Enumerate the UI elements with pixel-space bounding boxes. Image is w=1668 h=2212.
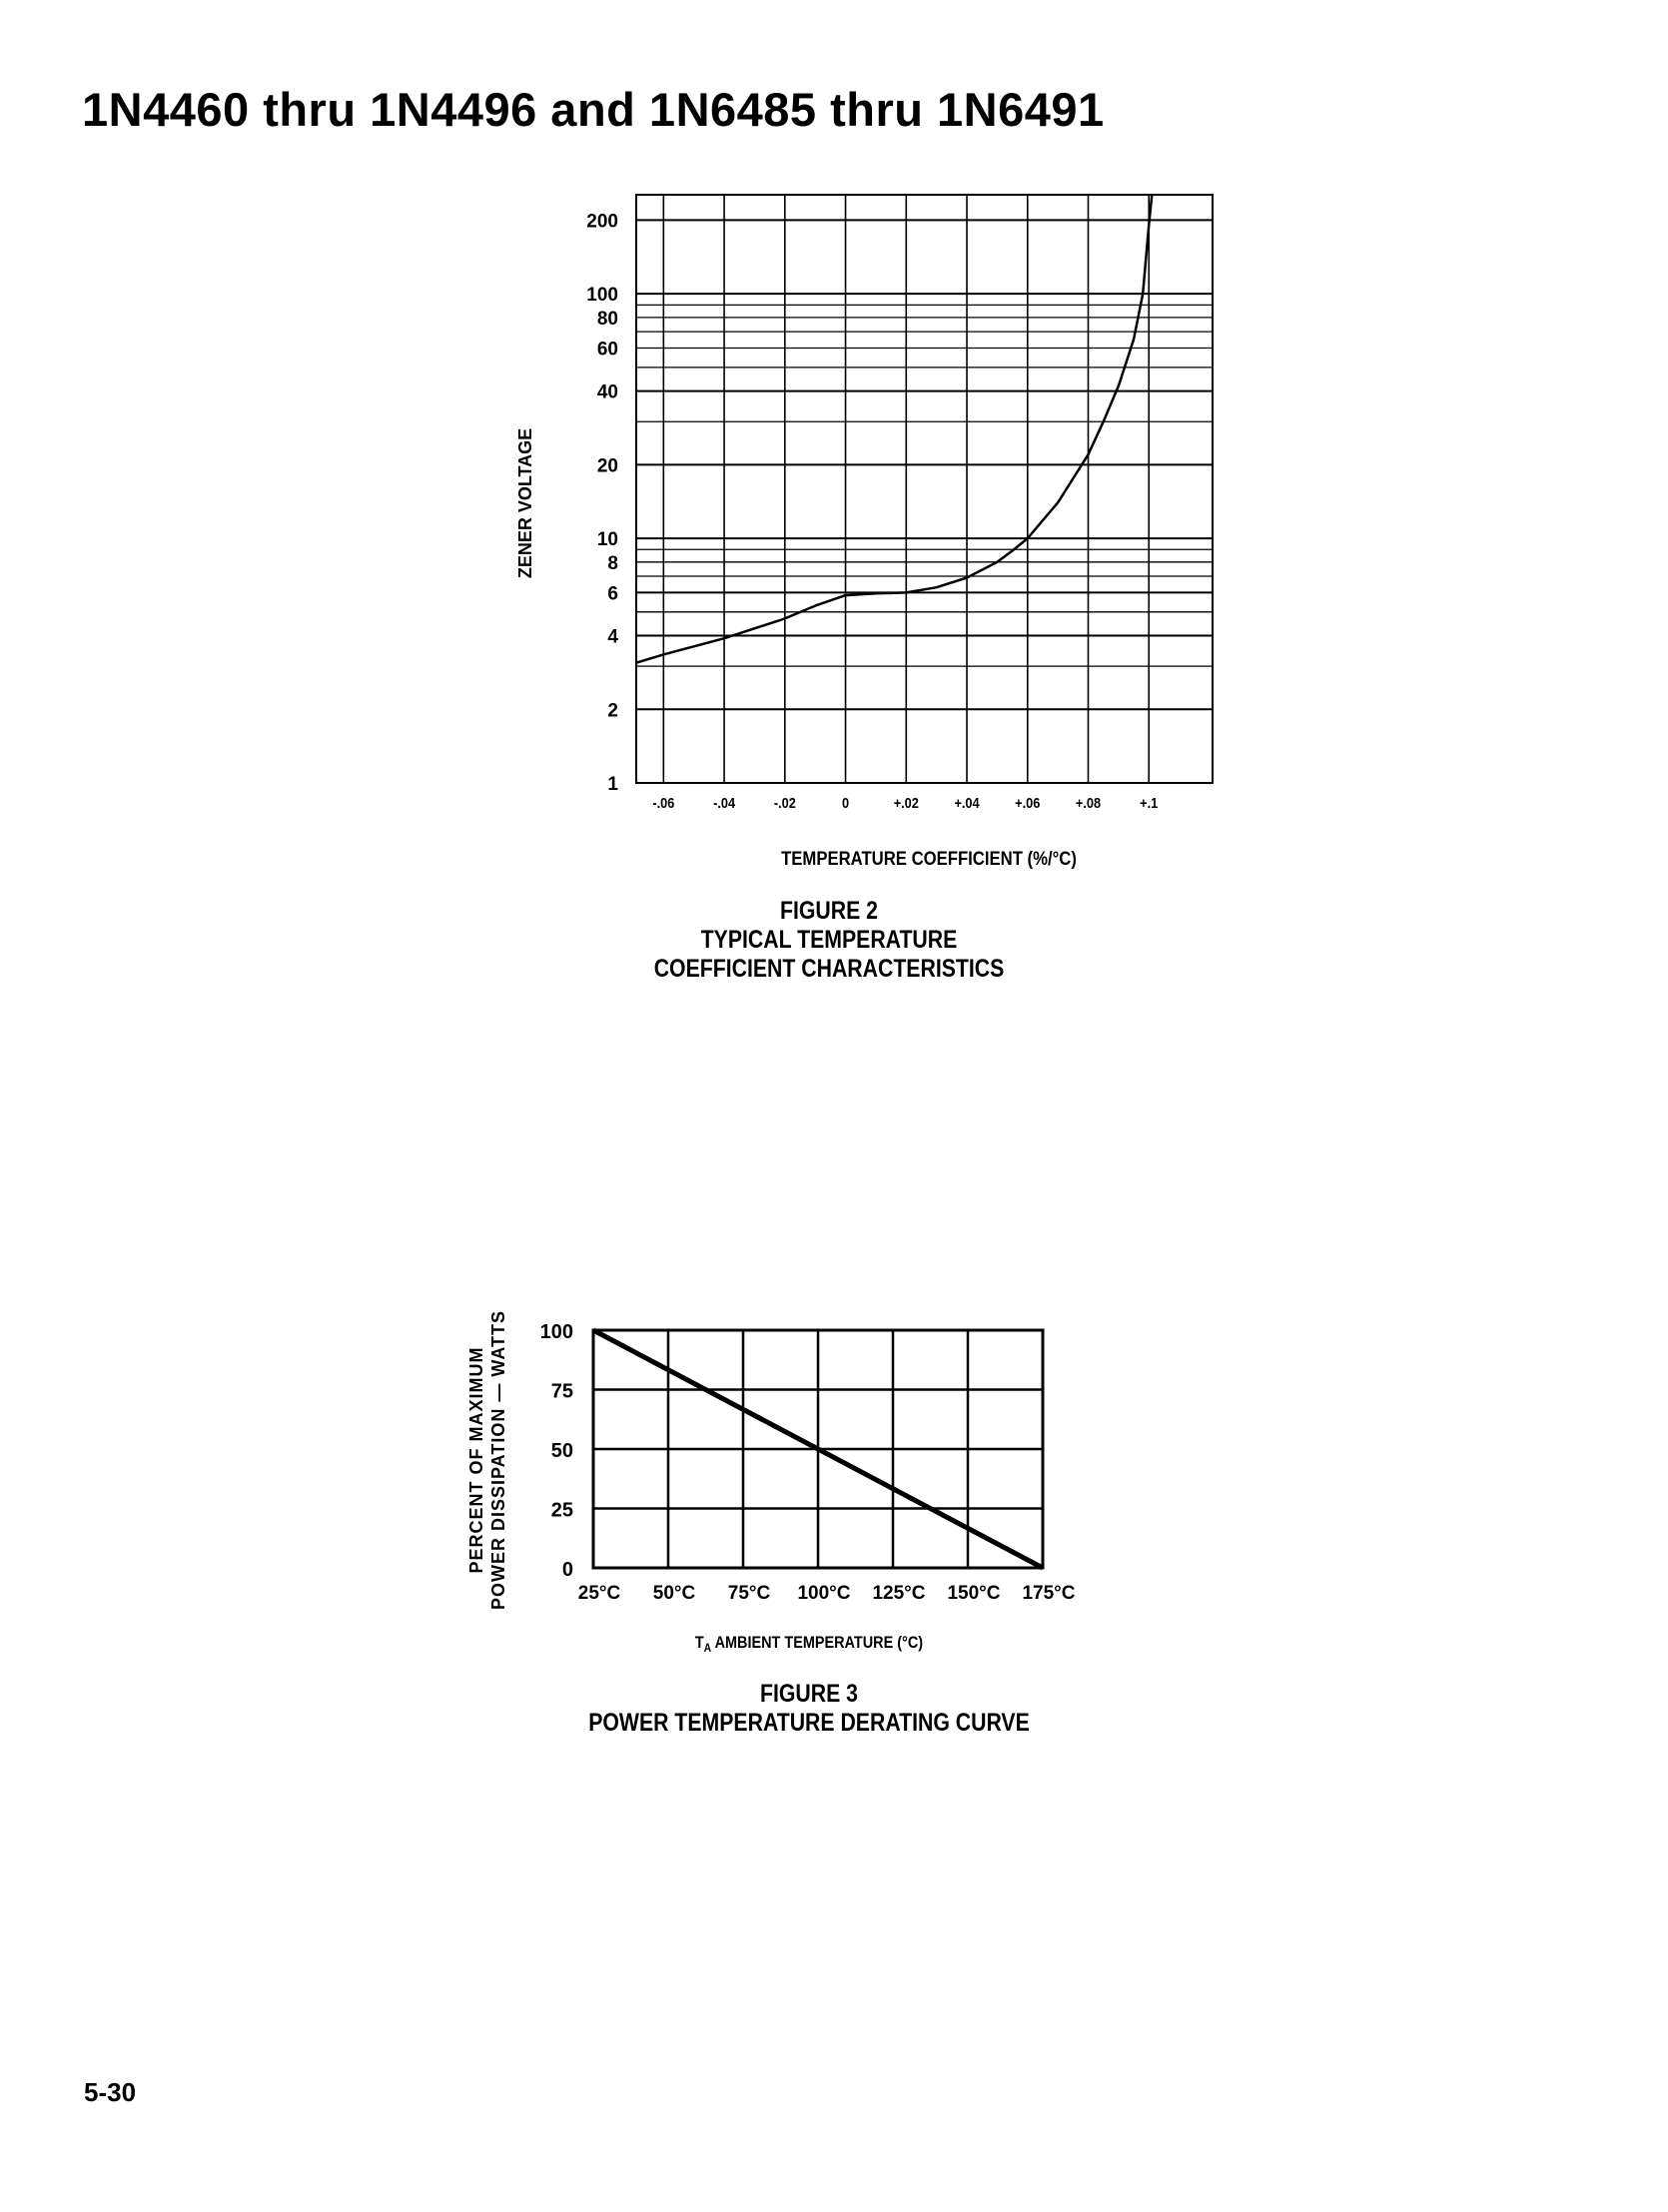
fig2-y-tick-label: 20 <box>597 455 618 476</box>
fig2-y-axis-label: ZENER VOLTAGE <box>515 428 535 578</box>
fig3-y-tick-label: 75 <box>551 1381 573 1403</box>
fig3-x-tick-label: 175°C <box>1022 1583 1075 1604</box>
fig2-y-tick-label: 8 <box>607 553 618 574</box>
fig2-y-tick-label: 60 <box>597 339 618 360</box>
fig3-x-axis-label-text: AMBIENT TEMPERATURE (°C) <box>711 1634 923 1652</box>
figure-2-caption-line-1: TYPICAL TEMPERATURE <box>700 926 958 954</box>
fig3-y-tick-label: 50 <box>551 1440 573 1462</box>
fig2-y-tick-label: 6 <box>607 583 618 604</box>
fig2-y-tick-label: 80 <box>597 309 618 330</box>
fig2-y-tick-label: 1 <box>607 774 618 795</box>
fig2-y-tick-label: 2 <box>607 700 618 721</box>
fig2-y-tick-label: 4 <box>607 627 618 648</box>
fig3-x-axis-label: TA AMBIENT TEMPERATURE (°C) <box>695 1634 923 1655</box>
fig2-plot-frame <box>635 194 1214 784</box>
figure-2-caption: FIGURE 2 TYPICAL TEMPERATURE COEFFICIENT… <box>617 897 1042 984</box>
fig3-x-tick-label: 25°C <box>578 1583 621 1604</box>
fig3-x-tick-label: 50°C <box>653 1583 696 1604</box>
fig2-x-tick-label: +.06 <box>1015 794 1040 811</box>
page-title: 1N4460 thru 1N4496 and 1N6485 thru 1N649… <box>82 83 1105 136</box>
figure-3-label: FIGURE 3 <box>759 1680 858 1708</box>
fig2-x-tick-label: +.04 <box>954 794 979 811</box>
fig3-y-tick-label: 100 <box>540 1321 573 1343</box>
figure-3-caption: FIGURE 3 POWER TEMPERATURE DERATING CURV… <box>563 1680 1056 1738</box>
fig3-x-tick-label: 125°C <box>872 1583 925 1604</box>
fig2-y-tick-label: 100 <box>586 285 618 306</box>
figure-2-caption-line-2: COEFFICIENT CHARACTERISTICS <box>653 955 1005 983</box>
figure-3-caption-line-1: POWER TEMPERATURE DERATING CURVE <box>588 1709 1030 1737</box>
fig3-y-tick-label: 0 <box>562 1559 573 1581</box>
fig3-y-tick-label: 25 <box>551 1500 573 1522</box>
fig2-y-tick-label: 200 <box>586 211 618 232</box>
fig3-plot-frame <box>591 1328 1045 1570</box>
fig2-series-line <box>635 194 1154 664</box>
fig3-x-tick-label: 75°C <box>728 1583 771 1604</box>
fig3-y-axis-label-line-2: POWER DISSIPATION — WATTS <box>488 1310 508 1610</box>
fig2-x-tick-label: -.04 <box>713 794 735 811</box>
page-number: 5-30 <box>84 2077 137 2107</box>
fig2-x-tick-label: 0 <box>842 794 849 811</box>
fig3-series-line <box>591 1327 1045 1571</box>
fig3-y-axis-label-line-1: PERCENT OF MAXIMUM <box>466 1347 486 1574</box>
fig3-x-axis-label-prefix: T <box>695 1634 704 1652</box>
fig2-x-axis-label: TEMPERATURE COEFFICIENT (%/°C) <box>781 848 1077 869</box>
fig2-x-tick-label: +.1 <box>1140 794 1158 811</box>
fig3-x-axis-label-subscript: A <box>704 1642 711 1655</box>
fig2-y-tick-label: 40 <box>597 382 618 403</box>
fig3-x-tick-label: 100°C <box>797 1583 850 1604</box>
fig3-x-tick-label: 150°C <box>947 1583 1000 1604</box>
figure-2-label: FIGURE 2 <box>779 897 878 925</box>
fig2-x-tick-label: +.02 <box>894 794 919 811</box>
fig2-x-tick-label: -.06 <box>652 794 674 811</box>
fig2-x-tick-label: +.08 <box>1076 794 1101 811</box>
fig2-x-tick-label: -.02 <box>774 794 796 811</box>
fig2-y-tick-label: 10 <box>597 529 618 550</box>
